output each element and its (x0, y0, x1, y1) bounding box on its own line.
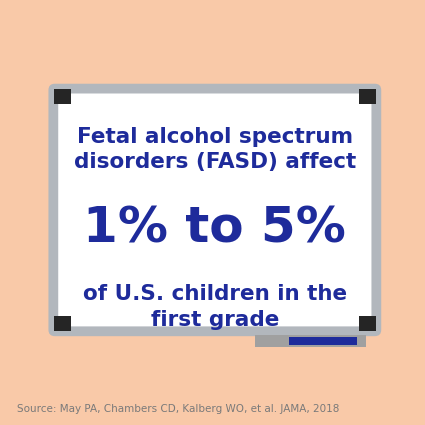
Text: Source: May PA, Chambers CD, Kalberg WO, et al. JAMA, 2018: Source: May PA, Chambers CD, Kalberg WO,… (17, 404, 340, 414)
Text: 1% to 5%: 1% to 5% (83, 204, 346, 252)
Bar (359, 316, 376, 331)
FancyBboxPatch shape (58, 94, 371, 326)
Bar (289, 337, 357, 345)
Bar (54, 89, 71, 104)
FancyBboxPatch shape (48, 84, 381, 336)
Bar (54, 316, 71, 331)
Text: of U.S. children in the
first grade: of U.S. children in the first grade (83, 284, 347, 330)
Bar (255, 335, 366, 347)
Text: Fetal alcohol spectrum
disorders (FASD) affect: Fetal alcohol spectrum disorders (FASD) … (74, 127, 356, 173)
Bar (359, 89, 376, 104)
